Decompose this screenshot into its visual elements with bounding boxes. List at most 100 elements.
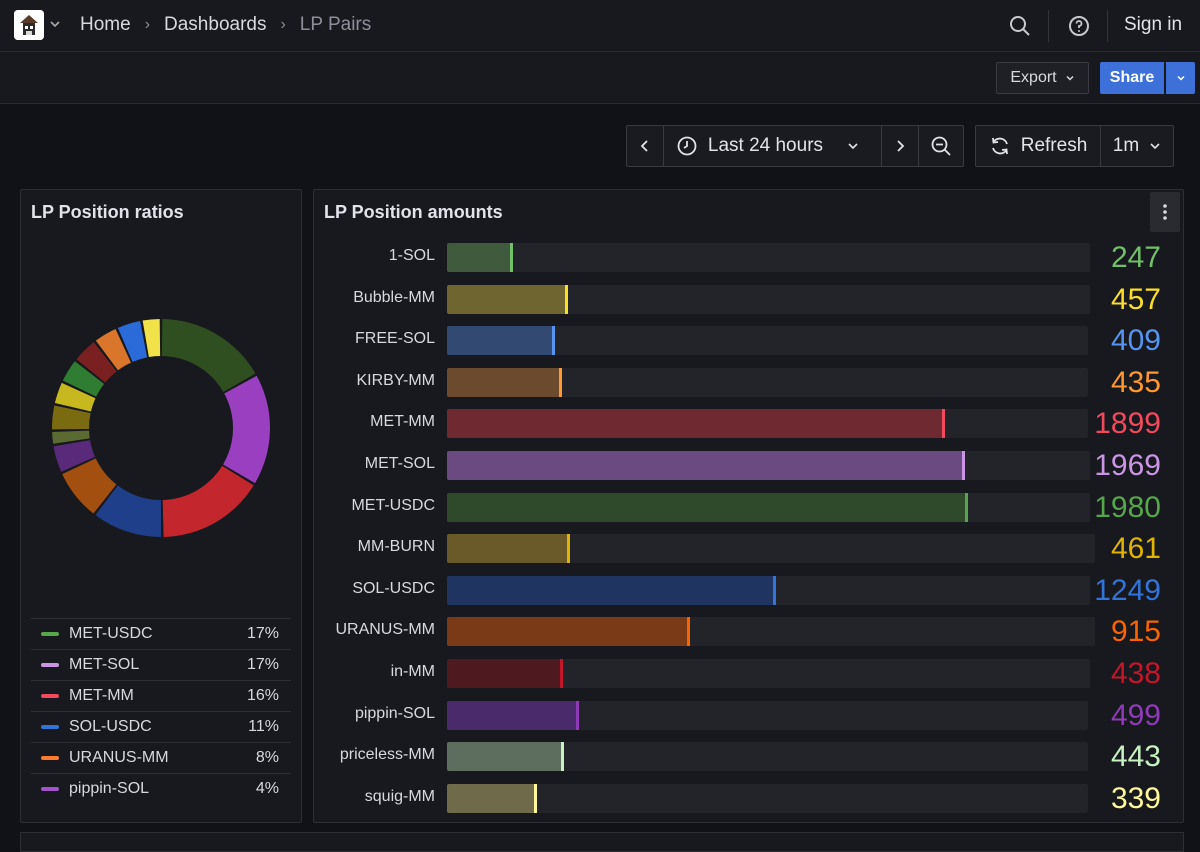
bar-cap	[772, 575, 776, 605]
bar-track[interactable]	[447, 534, 1095, 564]
time-shift-forward-button[interactable]	[882, 126, 920, 166]
donut-slice-met-sol[interactable]	[223, 375, 270, 484]
bar-row: SOL-USDC 1249	[314, 570, 1181, 612]
bar-fill	[447, 700, 579, 730]
refresh-label: Refresh	[1020, 135, 1088, 156]
bar-fill	[447, 659, 563, 688]
breadcrumb-dashboards[interactable]: Dashboards	[164, 14, 267, 35]
bar-cap	[559, 659, 563, 688]
legend-percent: 11%	[248, 718, 279, 735]
help-icon[interactable]	[1067, 14, 1091, 38]
chevron-down-icon	[848, 143, 858, 150]
donut-slice-kirby-mm[interactable]	[62, 361, 105, 397]
bar-label: MET-SOL	[364, 455, 435, 472]
bar-fill	[447, 742, 564, 772]
bar-fill	[447, 284, 568, 314]
legend-label: pippin-SOL	[69, 780, 150, 797]
bar-row: MET-SOL 1969	[314, 445, 1181, 487]
legend-item[interactable]: MET-MM 16%	[31, 680, 291, 711]
bar-value: 457	[1110, 282, 1161, 316]
donut-slice-priceless-mm[interactable]	[117, 321, 148, 362]
donut-slice-met-usdc[interactable]	[161, 319, 256, 393]
donut-slice-mm-burn[interactable]	[76, 342, 117, 383]
bar-row: 1-SOL 247	[314, 237, 1181, 279]
bar-cap	[560, 742, 564, 772]
time-shift-back-button[interactable]	[627, 126, 664, 166]
sign-in-link[interactable]: Sign in	[1124, 14, 1183, 35]
bar-track[interactable]	[447, 367, 1088, 397]
toolbar-divider	[1107, 10, 1108, 42]
breadcrumb-home[interactable]: Home	[80, 14, 131, 35]
legend-swatch	[41, 787, 59, 791]
bar-cap	[941, 409, 945, 439]
share-options-button[interactable]	[1166, 62, 1195, 94]
legend-percent: 17%	[246, 656, 279, 673]
search-icon[interactable]	[1008, 14, 1032, 38]
zoom-out-button[interactable]	[919, 126, 963, 166]
donut-slice-bubble-mm[interactable]	[52, 405, 91, 430]
bar-label: URANUS-MM	[335, 621, 435, 639]
export-button[interactable]: Export	[996, 62, 1089, 94]
panel-menu-button[interactable]	[1150, 192, 1180, 232]
bar-value: 915	[1110, 615, 1161, 649]
app-logo[interactable]	[14, 10, 44, 40]
next-panel-edge	[20, 832, 1184, 852]
bar-label: MET-USDC	[351, 496, 435, 514]
share-button[interactable]: Share	[1100, 62, 1164, 94]
amounts-panel: LP Position amounts 1-SOL 247 Bubble-MM 457…	[313, 189, 1184, 823]
dashboard-toolbar: Export Share	[0, 52, 1200, 104]
donut-slice-1-sol[interactable]	[52, 430, 90, 444]
kebab-menu-icon	[1163, 204, 1167, 220]
donut-slice-uranus-mm[interactable]	[62, 458, 117, 514]
bar-track[interactable]	[447, 742, 1088, 772]
refresh-interval-button[interactable]: 1m	[1101, 126, 1173, 166]
bar-track[interactable]	[447, 451, 1090, 480]
chevron-down-icon	[1150, 143, 1160, 150]
donut-slice-met-mm[interactable]	[162, 465, 254, 537]
bar-track[interactable]	[447, 700, 1088, 730]
chevron-down-icon[interactable]	[49, 18, 61, 30]
bar-track[interactable]	[447, 659, 1090, 688]
donut-slice-in-mm[interactable]	[95, 328, 131, 371]
legend-item[interactable]: SOL-USDC 11%	[31, 711, 291, 742]
bar-cap	[558, 367, 562, 397]
legend-percent: 16%	[246, 687, 279, 704]
legend-item[interactable]: pippin-SOL 4%	[31, 773, 291, 804]
bar-row: MET-USDC 1980	[314, 487, 1181, 529]
bar-value: 1980	[1094, 490, 1161, 524]
donut-slice-free-sol[interactable]	[54, 382, 96, 412]
bar-track[interactable]	[447, 409, 1088, 439]
bar-track[interactable]	[447, 575, 1090, 605]
legend-item[interactable]: URANUS-MM 8%	[31, 742, 291, 773]
refresh-icon	[991, 137, 1008, 155]
bar-track[interactable]	[447, 284, 1090, 314]
bar-track[interactable]	[447, 243, 1090, 272]
bar-track[interactable]	[447, 617, 1095, 647]
bar-track[interactable]	[447, 326, 1088, 356]
bar-row: MM-BURN 461	[314, 528, 1181, 570]
bar-label: FREE-SOL	[354, 330, 435, 348]
bar-fill	[447, 451, 965, 480]
bar-track[interactable]	[447, 492, 1090, 522]
bar-track[interactable]	[447, 783, 1088, 813]
bar-value: 247	[1110, 241, 1161, 274]
donut-slice-pippin-sol[interactable]	[53, 440, 96, 472]
toolbar-divider	[1048, 10, 1049, 42]
bar-value: 461	[1110, 532, 1161, 566]
refresh-button[interactable]: Refresh	[976, 126, 1101, 166]
donut-slice-sol-usdc[interactable]	[95, 485, 161, 537]
legend-item[interactable]: MET-USDC 17%	[31, 618, 291, 649]
bar-cap	[509, 243, 513, 272]
donut-slice-squig-mm[interactable]	[142, 319, 161, 358]
legend-item[interactable]: MET-SOL 17%	[31, 649, 291, 680]
bar-fill	[447, 617, 690, 647]
legend-swatch	[41, 663, 59, 667]
ratios-panel: LP Position ratios MET-USDC 17% MET-SOL 17%…	[20, 189, 302, 823]
bar-row: pippin-SOL 499	[314, 695, 1181, 737]
bar-fill	[447, 243, 513, 272]
bar-value: 1969	[1094, 449, 1161, 482]
bar-fill	[447, 409, 945, 439]
bar-row: priceless-MM 443	[314, 736, 1181, 778]
bar-cap	[964, 492, 968, 522]
time-range-button[interactable]: Last 24 hours	[664, 126, 883, 166]
